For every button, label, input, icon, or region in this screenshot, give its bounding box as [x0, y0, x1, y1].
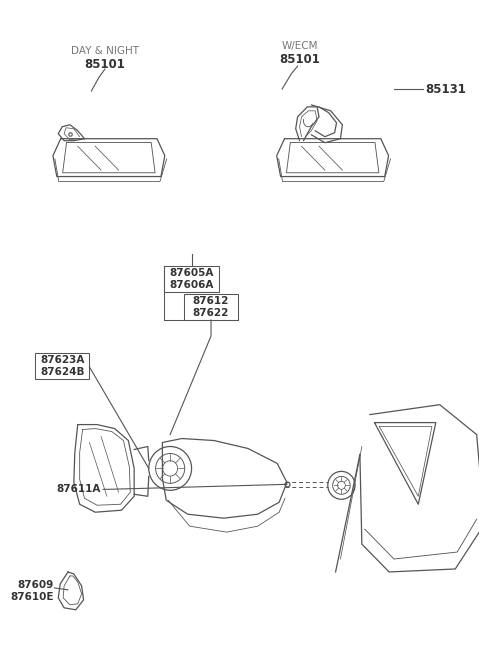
- Text: 85101: 85101: [279, 53, 320, 66]
- Text: W/ECM: W/ECM: [281, 41, 318, 51]
- Text: 85131: 85131: [425, 83, 466, 96]
- Text: 87624B: 87624B: [40, 367, 84, 377]
- Text: 87609: 87609: [17, 580, 53, 590]
- Text: 87623A: 87623A: [40, 355, 84, 365]
- Text: DAY & NIGHT: DAY & NIGHT: [71, 47, 139, 56]
- Text: 87606A: 87606A: [169, 280, 214, 290]
- Text: 87612: 87612: [193, 296, 229, 306]
- Bar: [164, 267, 219, 292]
- Text: 87610E: 87610E: [10, 592, 53, 602]
- Bar: [184, 294, 238, 320]
- Bar: [35, 353, 89, 379]
- Text: 85101: 85101: [84, 58, 125, 71]
- Text: 87605A: 87605A: [169, 269, 214, 278]
- Text: 87611A: 87611A: [57, 484, 101, 495]
- Text: 87622: 87622: [193, 308, 229, 318]
